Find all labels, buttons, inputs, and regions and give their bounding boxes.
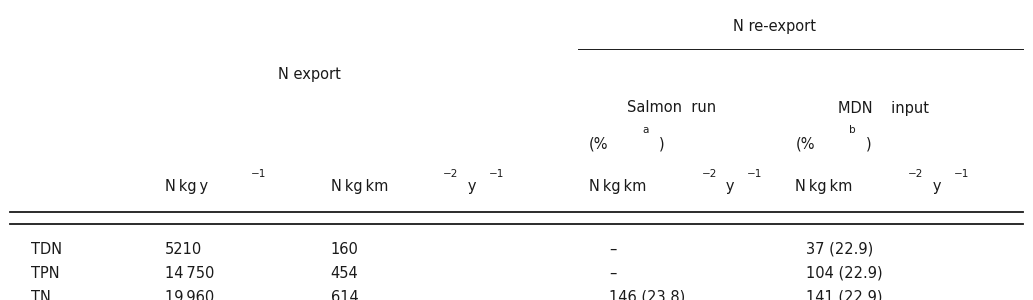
Text: −2: −2 — [701, 169, 717, 179]
Text: −1: −1 — [251, 169, 267, 179]
Text: y: y — [723, 178, 734, 194]
Text: −1: −1 — [489, 169, 504, 179]
Text: 146 (23.8): 146 (23.8) — [609, 290, 686, 300]
Text: N export: N export — [279, 68, 341, 82]
Text: −2: −2 — [908, 169, 924, 179]
Text: Salmon  run: Salmon run — [627, 100, 716, 116]
Text: N kg km: N kg km — [795, 178, 853, 194]
Text: b: b — [849, 124, 855, 135]
Text: –: – — [609, 266, 617, 280]
Text: 614: 614 — [331, 290, 358, 300]
Text: 14 750: 14 750 — [165, 266, 215, 280]
Text: −2: −2 — [443, 169, 459, 179]
Text: N kg km: N kg km — [589, 178, 647, 194]
Text: 454: 454 — [331, 266, 358, 280]
Text: 19 960: 19 960 — [165, 290, 215, 300]
Text: (%: (% — [795, 136, 815, 152]
Text: 160: 160 — [331, 242, 358, 256]
Text: ): ) — [866, 136, 871, 152]
Text: −1: −1 — [953, 169, 969, 179]
Text: ): ) — [659, 136, 664, 152]
Text: 104 (22.9): 104 (22.9) — [806, 266, 882, 280]
Text: 141 (22.9): 141 (22.9) — [806, 290, 882, 300]
Text: (%: (% — [589, 136, 608, 152]
Text: MDN    input: MDN input — [838, 100, 929, 116]
Text: 37 (22.9): 37 (22.9) — [806, 242, 873, 256]
Text: N kg km: N kg km — [331, 178, 388, 194]
Text: TPN: TPN — [31, 266, 60, 280]
Text: 5210: 5210 — [165, 242, 202, 256]
Text: y: y — [465, 178, 476, 194]
Text: y: y — [930, 178, 941, 194]
Text: N re-export: N re-export — [733, 20, 816, 34]
Text: TN: TN — [31, 290, 51, 300]
Text: a: a — [643, 124, 649, 135]
Text: –: – — [609, 242, 617, 256]
Text: −1: −1 — [747, 169, 762, 179]
Text: TDN: TDN — [31, 242, 62, 256]
Text: N kg y: N kg y — [165, 178, 209, 194]
